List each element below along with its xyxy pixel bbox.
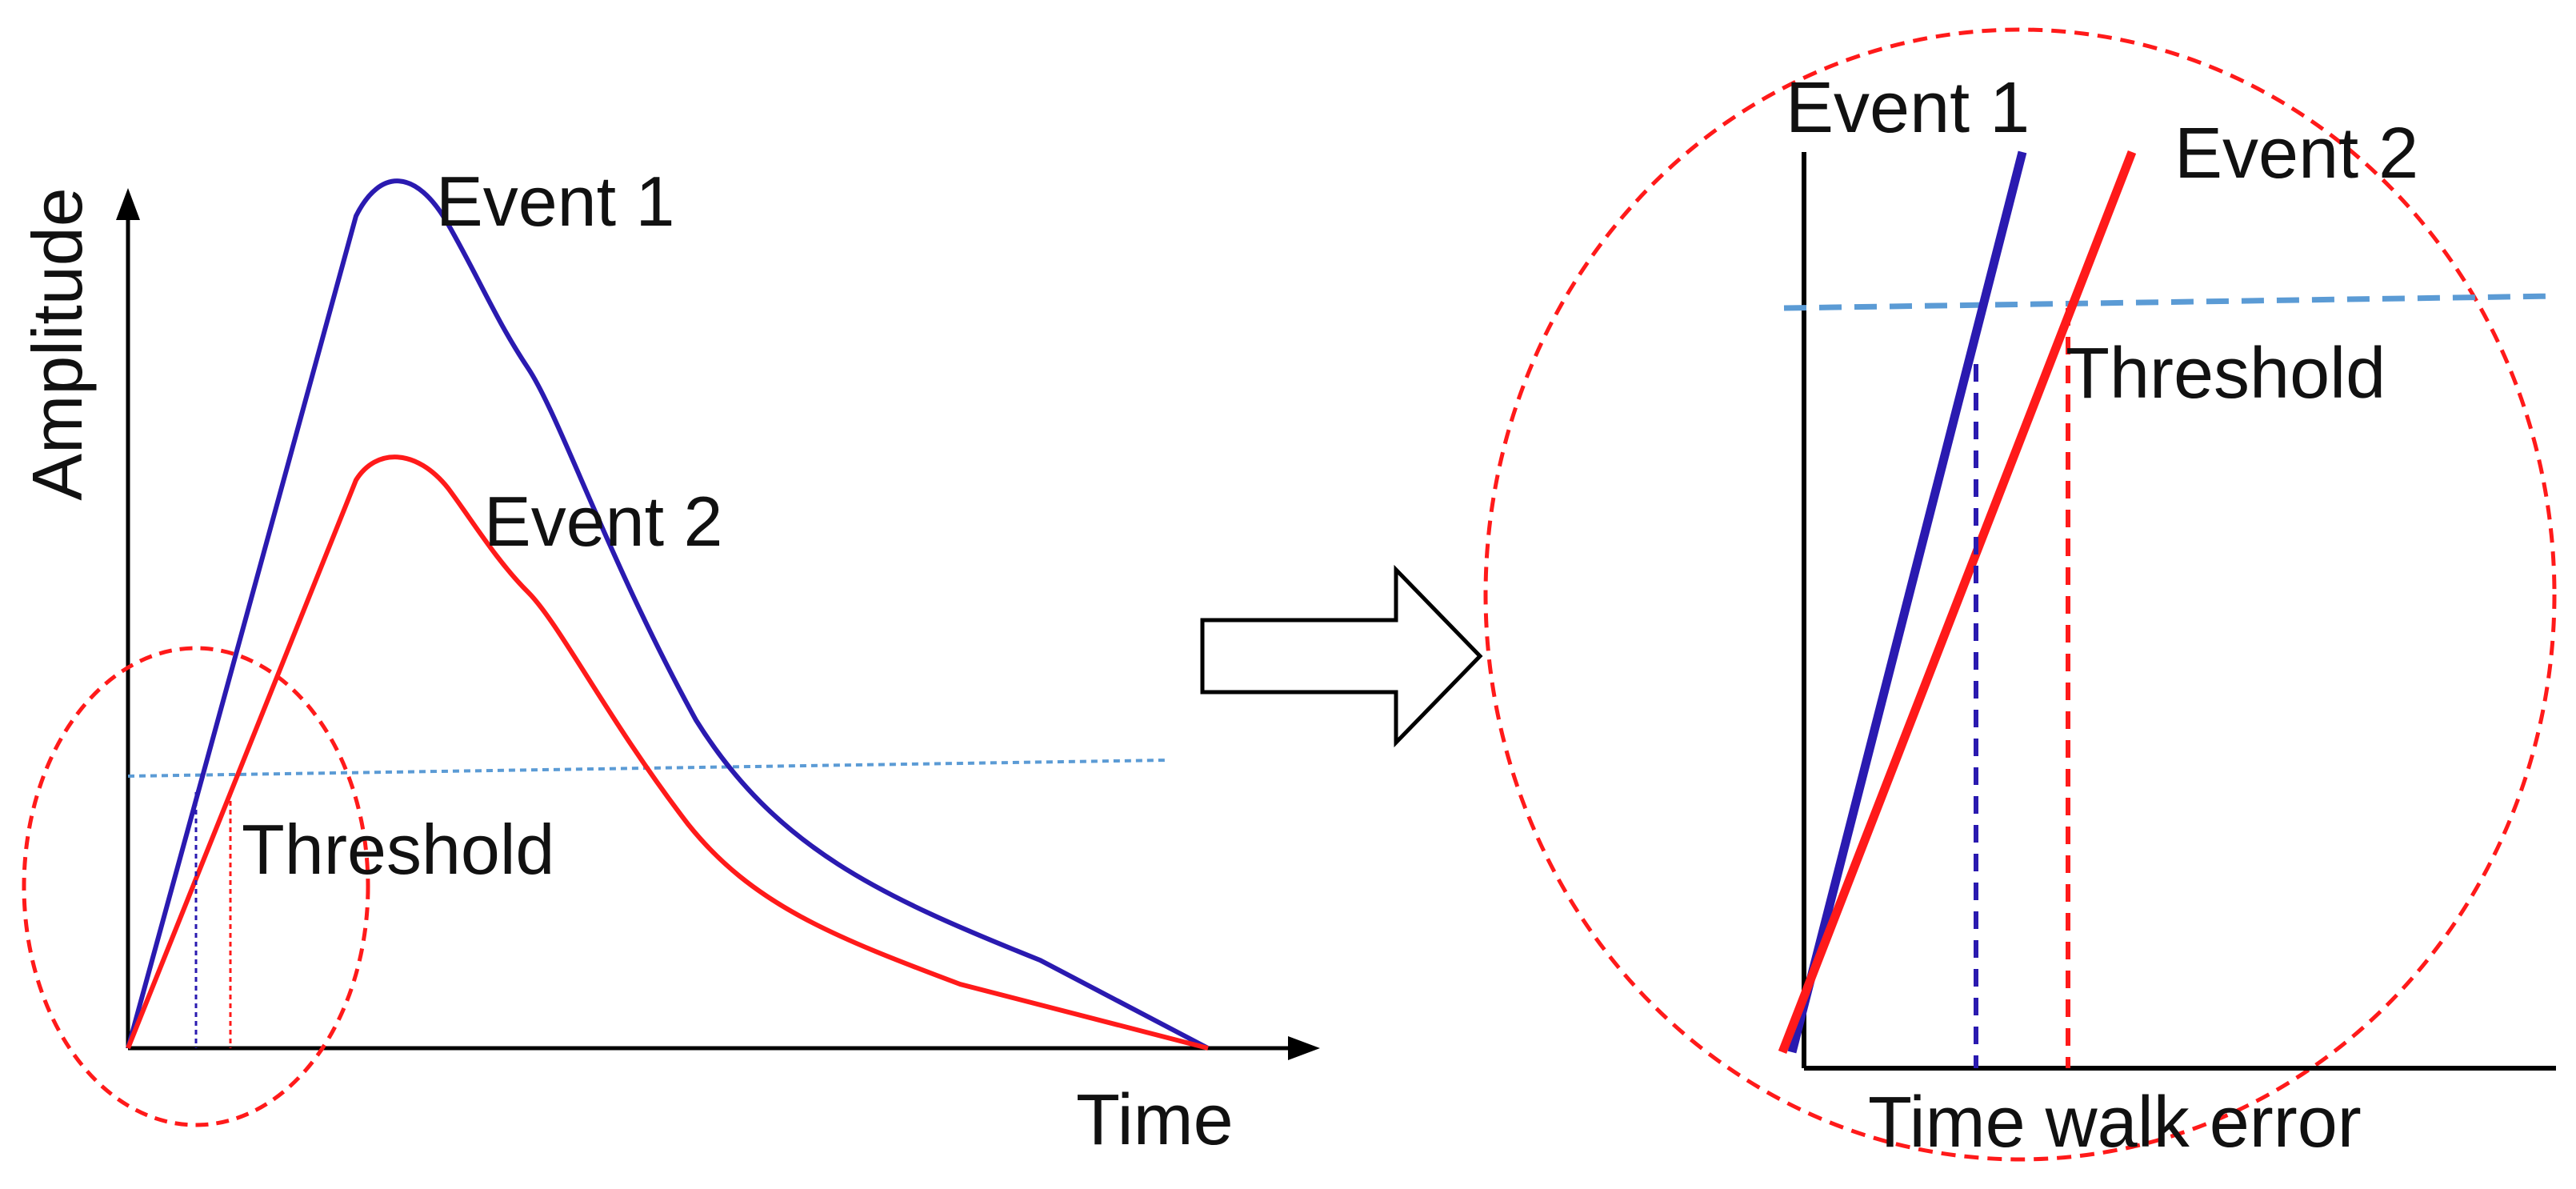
right-arrow-outline-icon xyxy=(1200,564,1483,748)
left-panel: Amplitude Time Event 1 Event 2 Threshold xyxy=(18,162,1320,1160)
right-x-axis-label: Time walk error xyxy=(1868,1083,2362,1163)
left-y-axis-arrowhead-icon xyxy=(116,188,140,220)
left-event2-label: Event 2 xyxy=(484,482,722,561)
left-event2-pulse xyxy=(126,454,1209,1051)
left-x-axis-arrowhead-icon xyxy=(1288,1036,1320,1060)
right-threshold-line xyxy=(1783,293,2557,311)
right-threshold-label: Threshold xyxy=(2066,334,2386,414)
left-event1-label: Event 1 xyxy=(436,162,674,241)
left-threshold-label: Threshold xyxy=(242,810,554,889)
left-x-axis-label: Time xyxy=(1076,1080,1234,1160)
right-zoom-circle xyxy=(1483,27,2557,1162)
right-event2-line xyxy=(1778,150,2137,1054)
right-event1-line xyxy=(1787,150,2027,1054)
left-zoom-circle xyxy=(22,646,370,1127)
right-event2-label: Event 2 xyxy=(2174,114,2418,194)
right-panel: Event 1 Event 2 Threshold Time walk erro… xyxy=(1483,27,2557,1163)
left-y-axis-label: Amplitude xyxy=(18,187,97,500)
left-event1-pulse xyxy=(126,178,1210,1051)
right-event1-label: Event 1 xyxy=(1786,68,2030,148)
